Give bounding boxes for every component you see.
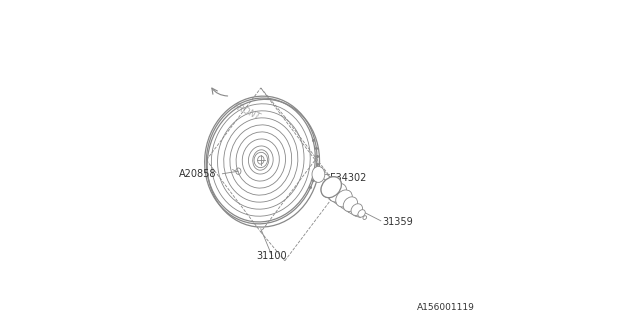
Text: 31359: 31359 [383,217,413,228]
Ellipse shape [336,190,352,207]
Text: F34302: F34302 [330,173,366,183]
Text: FRONT: FRONT [232,102,262,122]
Ellipse shape [328,183,347,202]
Text: A20858: A20858 [179,169,216,180]
Ellipse shape [321,177,341,198]
Ellipse shape [351,204,362,215]
Ellipse shape [358,210,365,217]
Ellipse shape [321,177,341,198]
Ellipse shape [363,216,367,220]
Ellipse shape [312,166,324,182]
Text: A156001119: A156001119 [417,303,475,312]
Ellipse shape [343,197,358,212]
Text: 31100: 31100 [257,251,287,261]
